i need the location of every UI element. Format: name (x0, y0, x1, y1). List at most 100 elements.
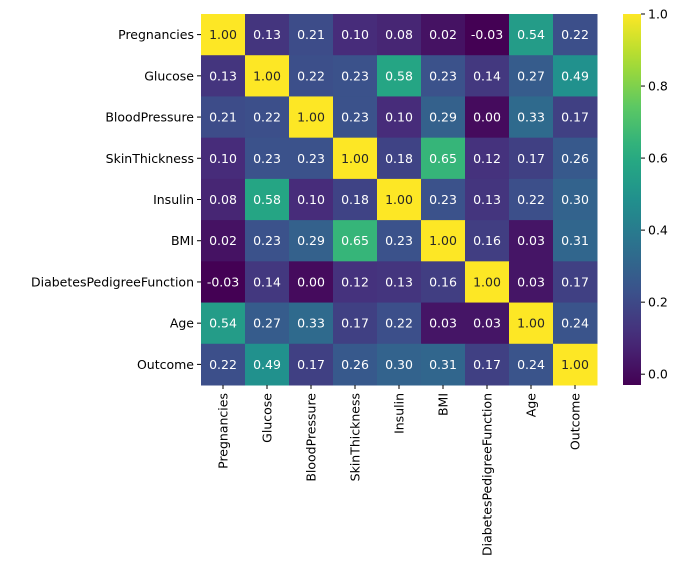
heatmap-cell (553, 14, 598, 56)
heatmap-annotations: 1.00 0.13 0.21 0.10 0.08 0.02 -0.03 0.54 0.22 0.1… (207, 27, 589, 372)
colorbar-tick-label: 0.2 (648, 295, 668, 310)
heatmap-cell (201, 14, 246, 56)
heatmap-cell (553, 261, 598, 304)
cell-value-label: 0.31 (429, 357, 457, 372)
heatmap-cell (377, 96, 422, 139)
heatmap-cell (245, 302, 290, 345)
heatmap-cell (509, 137, 554, 180)
cell-value-label: 0.49 (561, 68, 589, 83)
heatmap-cell (289, 220, 334, 262)
cell-value-label: 0.30 (385, 357, 413, 372)
cell-value-label: 0.23 (429, 192, 457, 207)
cell-value-label: 0.29 (297, 233, 325, 248)
cell-value-label: 0.13 (473, 192, 501, 207)
cell-value-label: 1.00 (209, 27, 237, 42)
heatmap-cell (333, 261, 378, 304)
x-tick-label: Age (524, 393, 539, 417)
heatmap-cell (245, 261, 290, 304)
heatmap-cell (289, 96, 334, 139)
cell-value-label: -0.03 (207, 274, 239, 289)
y-tick-label: Outcome (137, 357, 194, 372)
cell-value-label: 0.17 (297, 357, 325, 372)
cell-value-label: 0.14 (253, 274, 281, 289)
colorbar-tick-label: 0.0 (648, 367, 668, 382)
heatmap-cell (509, 55, 554, 97)
x-tick-label: Insulin (392, 393, 407, 434)
heatmap-cell (201, 220, 246, 262)
x-tick-label: BloodPressure (304, 393, 319, 482)
heatmap-cell (245, 178, 290, 221)
y-tick-label: Pregnancies (118, 27, 194, 42)
heatmap-cell (377, 220, 422, 262)
y-tick-label: DiabetesPedigreeFunction (31, 274, 194, 289)
heatmap-cell (509, 261, 554, 304)
heatmap-cell (509, 96, 554, 139)
cell-value-label: 0.54 (209, 316, 237, 331)
cell-value-label: 0.03 (517, 233, 545, 248)
heatmap-cell (465, 55, 510, 97)
heatmap-cell (421, 261, 466, 304)
heatmap-cell (333, 137, 378, 180)
cell-value-label: 1.00 (297, 110, 325, 125)
heatmap-cell (289, 137, 334, 180)
cell-value-label: 0.08 (209, 192, 237, 207)
cell-value-label: 1.00 (385, 192, 413, 207)
heatmap-cell (553, 220, 598, 262)
cell-value-label: 0.13 (209, 68, 237, 83)
heatmap-cell (421, 343, 466, 386)
cell-value-label: 0.10 (209, 151, 237, 166)
x-tick-label: Glucose (260, 393, 275, 443)
cell-value-label: 0.65 (429, 151, 457, 166)
heatmap-cell (421, 137, 466, 180)
cell-value-label: 0.65 (341, 233, 369, 248)
heatmap-cell (509, 302, 554, 345)
cell-value-label: 0.00 (473, 110, 501, 125)
colorbar-tick-label: 0.4 (648, 223, 668, 238)
x-tick-label: SkinThickness (348, 393, 363, 481)
heatmap-cell (289, 343, 334, 386)
cell-value-label: 0.23 (429, 68, 457, 83)
cell-value-label: 1.00 (253, 68, 281, 83)
colorbar: 0.0 0.2 0.4 0.6 0.8 1.0 (623, 7, 668, 385)
cell-value-label: 0.29 (429, 110, 457, 125)
heatmap-cell (333, 55, 378, 97)
cell-value-label: 0.18 (341, 192, 369, 207)
heatmap-cell (201, 96, 246, 139)
heatmap-cell (465, 302, 510, 345)
heatmap-cell (421, 14, 466, 56)
colorbar-tick-label: 0.8 (648, 79, 668, 94)
cell-value-label: 0.00 (297, 274, 325, 289)
cell-value-label: 0.33 (297, 316, 325, 331)
cell-value-label: 0.21 (297, 27, 325, 42)
heatmap-cell (333, 302, 378, 345)
cell-value-label: 0.23 (341, 68, 369, 83)
heatmap-cell (333, 14, 378, 56)
heatmap-cell (333, 220, 378, 262)
cell-value-label: 0.58 (385, 68, 413, 83)
colorbar-tick-label: 0.6 (648, 151, 668, 166)
heatmap-cell (245, 343, 290, 386)
cell-value-label: 1.00 (473, 274, 501, 289)
cell-value-label: 0.03 (517, 274, 545, 289)
heatmap-cell (201, 302, 246, 345)
x-tick-label: BMI (436, 393, 451, 416)
cell-value-label: 0.22 (385, 316, 413, 331)
cell-value-label: 1.00 (561, 357, 589, 372)
heatmap-cell (509, 220, 554, 262)
y-tick-label: Glucose (144, 68, 194, 83)
cell-value-label: 1.00 (341, 151, 369, 166)
heatmap-cell (245, 137, 290, 180)
x-axis: Pregnancies Glucose BloodPressure SkinThick… (216, 385, 583, 556)
cell-value-label: 0.23 (253, 151, 281, 166)
x-tick-label: Pregnancies (216, 393, 231, 469)
cell-value-label: 0.10 (385, 110, 413, 125)
cell-value-label: 0.22 (561, 27, 589, 42)
cell-value-label: 0.14 (473, 68, 501, 83)
heatmap-cell (201, 178, 246, 221)
cell-value-label: 0.27 (253, 316, 281, 331)
heatmap-cell (377, 55, 422, 97)
cell-value-label: 0.17 (561, 274, 589, 289)
cell-value-label: 0.22 (297, 68, 325, 83)
cell-value-label: 0.10 (341, 27, 369, 42)
